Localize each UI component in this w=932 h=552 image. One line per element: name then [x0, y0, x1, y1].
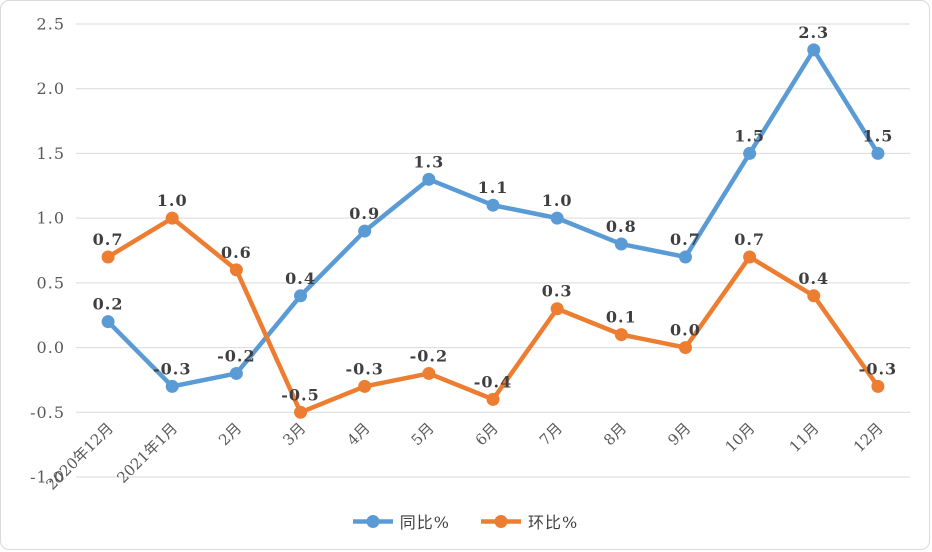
data-label: -0.3	[859, 359, 897, 378]
data-point-marker	[358, 379, 372, 393]
x-tick-label: 11月	[786, 419, 823, 456]
x-tick-label: 10月	[722, 419, 759, 456]
x-tick-label: 7月	[536, 419, 566, 449]
data-label: 0.7	[670, 230, 701, 249]
data-label: 1.1	[478, 178, 509, 197]
data-point-marker	[550, 302, 564, 316]
x-tick-label: 9月	[664, 419, 694, 449]
y-tick-label: 1.5	[37, 144, 65, 163]
x-tick-label: 4月	[343, 419, 373, 449]
data-label: 2.3	[798, 23, 829, 42]
data-point-marker	[871, 379, 885, 393]
y-tick-label: 1.0	[37, 209, 65, 228]
legend-label-yoy: 同比%	[399, 513, 450, 532]
x-tick-label: 2020年12月	[42, 419, 116, 493]
data-label: 1.0	[157, 191, 188, 210]
x-tick-label: 6月	[472, 419, 502, 449]
data-point-marker	[614, 237, 628, 251]
data-label: -0.3	[153, 359, 191, 378]
data-label: 0.3	[542, 282, 573, 301]
data-label: 0.7	[93, 230, 124, 249]
data-point-marker	[743, 250, 757, 264]
y-tick-label: 0.5	[37, 273, 65, 292]
data-point-marker	[101, 315, 115, 329]
legend-item-yoy[interactable]: 同比%	[352, 509, 450, 533]
legend-item-mom[interactable]: 环比%	[480, 509, 578, 533]
data-label: 1.5	[863, 126, 894, 145]
data-point-marker	[550, 211, 564, 225]
data-point-marker	[165, 211, 179, 225]
data-label: 0.7	[734, 230, 765, 249]
legend: 同比% 环比%	[1, 509, 929, 533]
data-label: -0.4	[474, 372, 512, 391]
data-label: 0.8	[606, 217, 637, 236]
data-point-marker	[101, 250, 115, 264]
data-point-marker	[358, 224, 372, 238]
data-point-marker	[678, 250, 692, 264]
data-label: -0.5	[281, 385, 319, 404]
data-label: 0.6	[221, 243, 252, 262]
data-label: 1.5	[734, 126, 765, 145]
data-point-marker	[229, 263, 243, 277]
data-point-marker	[486, 392, 500, 406]
data-point-marker	[422, 366, 436, 380]
data-point-marker	[294, 289, 308, 303]
data-point-marker	[807, 43, 821, 57]
legend-marker-mom-icon	[481, 514, 521, 528]
data-point-marker	[807, 289, 821, 303]
data-point-marker	[165, 379, 179, 393]
x-tick-label: 3月	[279, 419, 309, 449]
x-tick-label: 5月	[408, 419, 438, 449]
data-label: 0.9	[349, 204, 380, 223]
data-label: -0.3	[345, 359, 383, 378]
data-label: 1.3	[413, 152, 444, 171]
y-tick-label: -1.0	[30, 468, 65, 487]
data-point-marker	[614, 328, 628, 342]
data-point-marker	[678, 341, 692, 355]
x-tick-label: 12月	[850, 419, 887, 456]
data-point-marker	[486, 198, 500, 212]
y-tick-label: 0.0	[37, 338, 65, 357]
data-label: -0.2	[217, 346, 255, 365]
data-point-marker	[871, 146, 885, 160]
x-tick-label: 8月	[600, 419, 630, 449]
y-tick-label: -0.5	[30, 403, 65, 422]
data-label: 1.0	[542, 191, 573, 210]
data-point-marker	[229, 366, 243, 380]
data-label: 0.4	[798, 269, 829, 288]
data-label: -0.2	[410, 346, 448, 365]
data-point-marker	[743, 146, 757, 160]
y-tick-label: 2.0	[37, 79, 65, 98]
data-label: 0.1	[606, 308, 637, 327]
data-point-marker	[294, 405, 308, 419]
data-label: 0.2	[93, 295, 124, 314]
x-tick-label: 2月	[215, 419, 245, 449]
data-label: 0.0	[670, 321, 701, 340]
legend-marker-yoy-icon	[352, 514, 393, 528]
legend-label-mom: 环比%	[528, 513, 579, 532]
data-point-marker	[422, 172, 436, 186]
y-tick-label: 2.5	[37, 15, 65, 34]
data-label: 0.4	[285, 269, 316, 288]
